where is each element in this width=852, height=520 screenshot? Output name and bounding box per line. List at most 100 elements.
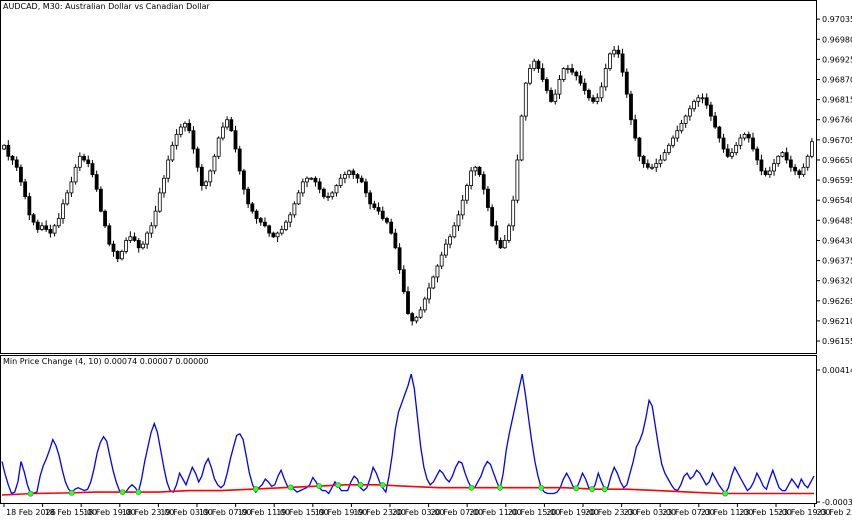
candle <box>578 71 583 86</box>
candle <box>788 155 793 172</box>
candle <box>654 158 659 172</box>
indicator-series <box>1 373 815 497</box>
signal-marker <box>335 482 342 489</box>
candle <box>162 175 166 198</box>
candle <box>317 178 322 194</box>
candle <box>696 94 701 107</box>
candle <box>502 234 507 249</box>
candle <box>641 154 646 168</box>
candle <box>624 68 629 98</box>
candle <box>271 231 276 238</box>
candle <box>65 189 70 206</box>
candle <box>431 275 436 290</box>
candle <box>742 132 747 141</box>
candle <box>456 210 461 231</box>
candle <box>603 63 608 91</box>
candle <box>477 166 482 177</box>
time-tick-label: 19 Feb 11:00 <box>238 508 290 517</box>
candle <box>94 170 99 192</box>
candle <box>406 286 410 315</box>
candle <box>136 238 141 253</box>
candle <box>401 265 406 294</box>
candle <box>124 237 129 254</box>
signal-marker <box>468 484 475 491</box>
candle <box>141 241 145 250</box>
candle <box>460 194 465 220</box>
candle <box>61 199 65 224</box>
candle <box>507 223 511 244</box>
price-tick-label: 0.96870 <box>822 75 852 84</box>
candle <box>347 169 351 179</box>
candle <box>633 114 638 141</box>
candle <box>321 187 326 199</box>
candle <box>751 132 755 152</box>
time-tick-label: 23 Feb 11:00 <box>701 508 753 517</box>
candle <box>805 154 810 171</box>
candle <box>452 222 457 239</box>
candle <box>389 218 394 235</box>
price-axis[interactable]: 0.97035 0.96980 0.96925 0.96870 0.96815 0.967… <box>816 15 852 346</box>
price-tick-label: 0.96650 <box>822 156 852 165</box>
candle <box>6 140 11 161</box>
candle <box>183 121 187 132</box>
candle <box>797 169 802 179</box>
candle <box>380 206 385 221</box>
candle <box>683 114 688 128</box>
time-tick-label: 20 Feb 07:00 <box>431 508 483 517</box>
price-tick-label: 0.96210 <box>822 317 852 326</box>
candle <box>570 63 574 76</box>
candle <box>69 176 74 197</box>
candle <box>132 232 137 242</box>
time-tick-label: 19 Feb 19:00 <box>315 508 367 517</box>
candle <box>170 141 175 163</box>
time-tick-label: 19 Feb 03:00 <box>160 508 212 517</box>
candle <box>359 175 364 184</box>
candle <box>258 217 263 226</box>
candle <box>338 173 343 189</box>
candle <box>27 192 32 221</box>
candle <box>267 224 272 237</box>
signal-marker <box>357 481 364 488</box>
signal-marker <box>573 485 580 492</box>
candle <box>86 155 91 168</box>
candle <box>191 126 196 154</box>
candle <box>582 78 587 95</box>
price-tick-label: 0.97035 <box>822 15 852 24</box>
candle <box>103 209 107 229</box>
signal-marker <box>252 486 259 492</box>
candle <box>565 64 570 74</box>
time-tick-label: 19 Feb 23:00 <box>353 508 405 517</box>
time-tick-label: 23 Feb 19:00 <box>778 508 830 517</box>
time-tick-label: 20 Feb 11:00 <box>469 508 521 517</box>
price-tick-label: 0.96485 <box>822 216 852 225</box>
candle <box>279 225 284 236</box>
candle <box>494 220 499 245</box>
candle <box>704 93 709 109</box>
candle <box>342 171 347 184</box>
price-tick-label: 0.96155 <box>822 337 852 346</box>
price-tick-label: 0.96320 <box>822 277 852 286</box>
candle <box>759 154 764 176</box>
candle <box>448 234 452 249</box>
candle <box>351 168 356 179</box>
indicator-axis[interactable]: 0.00414 -0.00039 <box>816 366 852 507</box>
candle <box>418 306 423 319</box>
time-tick-label: 19 Feb 15:00 <box>276 508 328 517</box>
candle <box>528 64 532 86</box>
candle <box>254 209 259 224</box>
price-tick-label: 0.96540 <box>822 196 852 205</box>
candle <box>178 123 183 138</box>
candle <box>717 125 722 143</box>
candle <box>368 190 373 210</box>
candle <box>511 195 516 231</box>
candle <box>284 219 288 232</box>
candle <box>19 164 23 186</box>
candle <box>608 52 612 71</box>
candle <box>2 144 7 151</box>
candle <box>490 204 495 228</box>
candle <box>746 131 751 143</box>
indicator-panel[interactable] <box>0 355 817 504</box>
candle <box>675 125 680 142</box>
candle <box>481 171 486 195</box>
